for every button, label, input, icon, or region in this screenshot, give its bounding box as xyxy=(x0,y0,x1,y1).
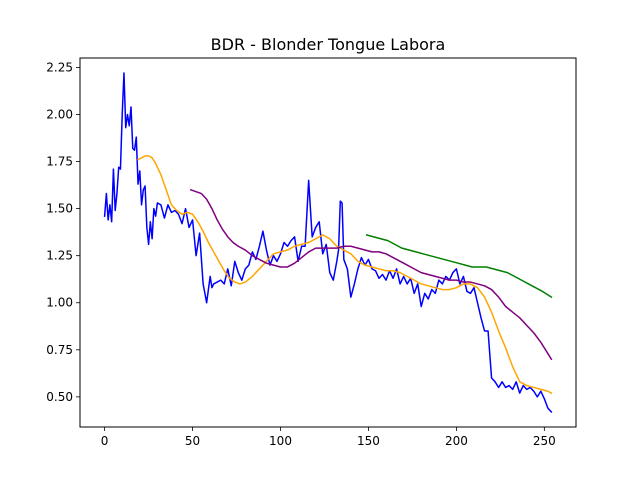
x-tick-label: 150 xyxy=(357,434,380,448)
chart-title: BDR - Blonder Tongue Labora xyxy=(211,35,446,54)
y-tick-label: 1.50 xyxy=(46,202,73,216)
y-tick-label: 2.25 xyxy=(46,60,73,74)
series-line-0 xyxy=(103,72,553,414)
x-tick-label: 100 xyxy=(269,434,292,448)
series-layer xyxy=(103,72,553,414)
y-tick-label: 1.75 xyxy=(46,155,73,169)
x-tick-label: 200 xyxy=(445,434,468,448)
y-tick-label: 1.25 xyxy=(46,249,73,263)
series-line-3 xyxy=(365,234,553,299)
y-axis: 0.50 0.75 1.00 1.25 1.50 1.75 2.00 2.25 xyxy=(46,60,80,404)
series-line-2 xyxy=(189,188,553,361)
y-tick-label: 2.00 xyxy=(46,107,73,121)
y-tick-label: 0.75 xyxy=(46,343,73,357)
plot-frame xyxy=(79,57,577,428)
x-tick-label: 50 xyxy=(185,434,200,448)
x-axis: 0 50 100 150 200 250 xyxy=(101,427,556,448)
series-line-1 xyxy=(137,155,553,395)
x-tick-label: 0 xyxy=(101,434,109,448)
plot-area xyxy=(79,57,577,428)
x-tick-label: 250 xyxy=(533,434,556,448)
y-tick-label: 1.00 xyxy=(46,296,73,310)
y-tick-label: 0.50 xyxy=(46,390,73,404)
